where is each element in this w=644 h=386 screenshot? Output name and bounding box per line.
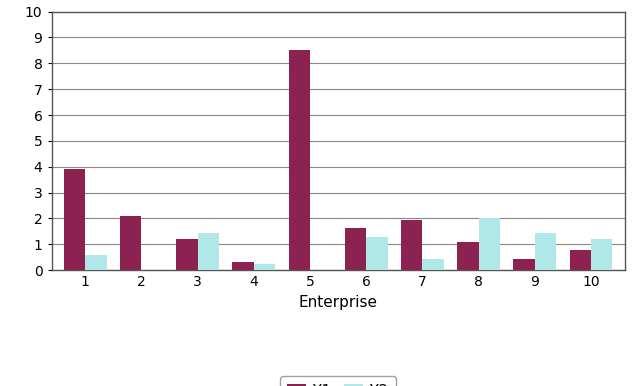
X-axis label: Enterprise: Enterprise [299,295,377,310]
Bar [85,255,107,270]
Bar [366,237,388,270]
Bar [422,259,444,270]
Legend: X1, X2: X1, X2 [279,376,397,386]
Bar [478,218,500,270]
Bar [345,227,366,270]
Bar [64,169,85,270]
Bar [254,264,275,270]
Bar [176,239,198,270]
Bar [457,242,478,270]
Bar [591,239,612,270]
Bar [289,50,310,270]
Bar [401,220,422,270]
Bar [120,216,142,270]
Bar [198,233,219,270]
Bar [569,249,591,270]
Bar [513,259,535,270]
Bar [232,262,254,270]
Bar [535,233,556,270]
